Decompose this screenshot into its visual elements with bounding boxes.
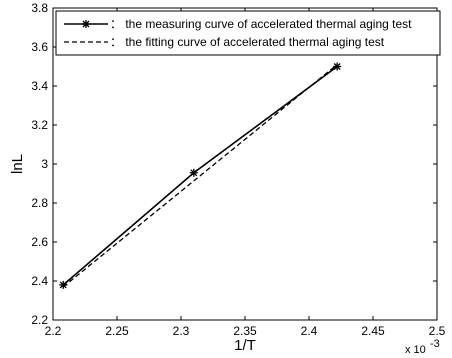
data-point [82,20,90,28]
y-tick-label: 3.2 [31,118,48,132]
x-exponent-power: -3 [430,338,440,350]
y-tick-label: 2.2 [31,313,48,327]
legend-item: ： the measuring curve of accelerated the… [64,17,412,31]
y-tick-label: 3 [41,157,48,171]
legend-label: ： the measuring curve of accelerated the… [110,17,412,31]
y-tick-label: 3.4 [31,79,48,93]
data-point [189,168,198,177]
data-point [333,62,342,71]
x-axis-title: 1/T [234,337,256,354]
y-tick-label: 3.6 [31,40,48,54]
x-axis: 2.2 2.25 2.3 2.35 2.4 2.45 2.5 [45,8,446,338]
legend-label: ： the fitting curve of accelerated therm… [110,35,385,49]
x-axis-exponent: x 10 -3 [405,338,440,356]
data-point-stroke [190,169,198,177]
data-point-stroke [333,63,341,70]
y-tick-label: 2.8 [31,196,48,210]
x-exponent-base: x 10 [405,344,426,356]
x-tick-label: 2.5 [429,324,446,338]
y-tick-label: 2.4 [31,274,48,288]
y-tick-label: 2.6 [31,235,48,249]
legend-box [55,10,441,56]
fitting-curve-line [62,64,338,288]
legend: ： the measuring curve of accelerated the… [55,10,441,56]
x-tick-label: 2.45 [361,324,385,338]
data-point-stroke [82,20,90,28]
x-tick-label: 2.4 [301,324,318,338]
x-tick-label: 2.35 [233,324,257,338]
y-axis-title: lnL [9,154,26,174]
data-point-stroke [59,281,67,289]
x-tick-label: 2.3 [173,324,190,338]
series-layer [59,62,342,289]
x-tick-label: 2.25 [105,324,129,338]
y-tick-label: 3.8 [31,1,48,15]
y-axis: 2.2 2.4 2.6 2.8 3 3.2 3.4 3.6 3.8 [31,1,437,327]
x-tick-label: 2.2 [45,324,62,338]
legend-item: ： the fitting curve of accelerated therm… [64,35,385,49]
